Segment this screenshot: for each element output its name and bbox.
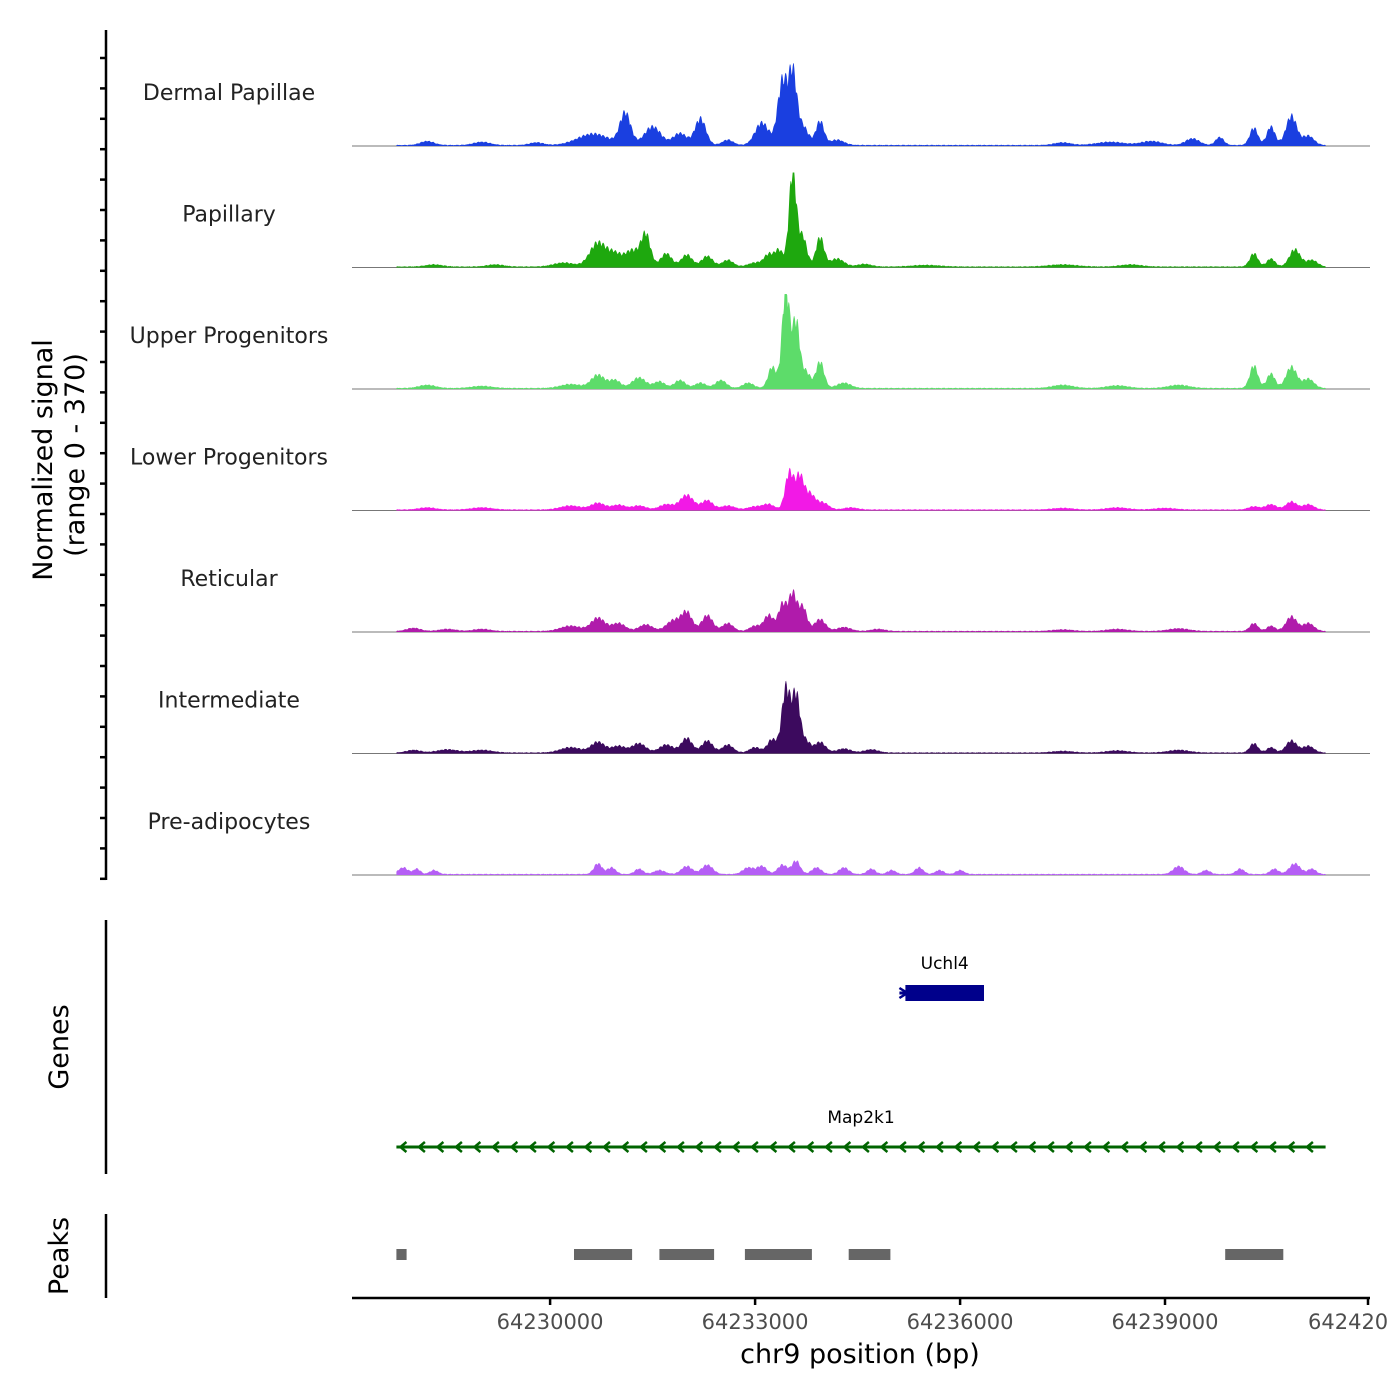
strand-arrow <box>971 1141 981 1153</box>
strand-arrow <box>805 1141 815 1153</box>
x-tick-label: 642420 <box>1308 1310 1388 1334</box>
strand-arrow <box>546 1141 556 1153</box>
strand-arrow <box>1249 1141 1259 1153</box>
signal-tracks: Dermal Papillae Papillary Upper Progenitor… <box>130 63 1370 876</box>
gene-label: Uchl4 <box>921 954 969 974</box>
track-label: Lower Progenitors <box>130 446 328 471</box>
strand-arrow <box>1304 1141 1314 1153</box>
peak-region <box>744 1249 812 1260</box>
peak-region <box>1225 1249 1284 1260</box>
signal-y-axis-sublabel: (range 0 - 370) <box>60 353 91 557</box>
gene-Uchl4: Uchl4 <box>898 954 984 1001</box>
strand-arrow <box>842 1141 852 1153</box>
track-label: Papillary <box>182 203 276 228</box>
signal-y-axis-label: Normalized signal <box>28 339 59 581</box>
track-coverage-area <box>396 467 1326 511</box>
strand-arrow <box>453 1141 463 1153</box>
strand-arrow <box>1101 1141 1111 1153</box>
track-label: Reticular <box>180 567 278 592</box>
track-label: Intermediate <box>158 689 300 714</box>
signal-y-axis-ticks <box>100 56 106 881</box>
strand-arrow <box>1008 1141 1018 1153</box>
strand-arrow <box>898 986 910 1000</box>
x-tick-label: 64230000 <box>497 1310 604 1334</box>
track-coverage-area <box>396 294 1326 389</box>
peak-region <box>574 1249 633 1260</box>
strand-arrow <box>1082 1141 1092 1153</box>
strand-arrow <box>1156 1141 1166 1153</box>
strand-arrow <box>1064 1141 1074 1153</box>
strand-arrow <box>1286 1141 1296 1153</box>
peak-regions <box>396 1249 1284 1260</box>
track-label: Upper Progenitors <box>130 324 329 349</box>
strand-arrow <box>1230 1141 1240 1153</box>
strand-arrow <box>398 1141 408 1153</box>
x-tick-label: 64233000 <box>702 1310 809 1334</box>
strand-arrow <box>620 1141 630 1153</box>
x-tick-label: 64239000 <box>1112 1310 1219 1334</box>
strand-arrow <box>416 1141 426 1153</box>
track-coverage-area <box>396 589 1326 632</box>
x-axis-ticks: 64230000 64233000 64236000 64239000 642420 <box>497 1298 1388 1334</box>
strand-arrow <box>564 1141 574 1153</box>
strand-arrow <box>786 1141 796 1153</box>
strand-arrow <box>638 1141 648 1153</box>
strand-arrow <box>1027 1141 1037 1153</box>
strand-arrow <box>860 1141 870 1153</box>
strand-arrow <box>435 1141 445 1153</box>
strand-arrow <box>675 1141 685 1153</box>
strand-arrow <box>749 1141 759 1153</box>
strand-arrow <box>583 1141 593 1153</box>
track-label: Dermal Papillae <box>143 81 315 106</box>
track-2: Upper Progenitors <box>130 294 1370 390</box>
peak-region <box>396 1249 407 1260</box>
strand-arrow <box>712 1141 722 1153</box>
strand-arrow <box>657 1141 667 1153</box>
peak-region <box>848 1249 891 1260</box>
strand-arrow <box>768 1141 778 1153</box>
strand-arrow <box>601 1141 611 1153</box>
strand-arrow <box>823 1141 833 1153</box>
track-5: Intermediate <box>158 680 1370 754</box>
peak-region <box>659 1249 715 1260</box>
strand-arrow <box>472 1141 482 1153</box>
strand-arrow <box>934 1141 944 1153</box>
strand-arrow <box>879 1141 889 1153</box>
genes-axis-label: Genes <box>44 1004 75 1089</box>
track-coverage-area <box>396 63 1326 146</box>
gene-label: Map2k1 <box>827 1108 894 1128</box>
gene-exon <box>905 985 984 1001</box>
strand-arrow <box>527 1141 537 1153</box>
strand-arrow <box>1138 1141 1148 1153</box>
gene-Map2k1: Map2k1 <box>396 1108 1326 1153</box>
gene-annotations: Uchl4 Map2k1 <box>396 954 1326 1153</box>
strand-arrow <box>490 1141 500 1153</box>
strand-arrow <box>509 1141 519 1153</box>
track-3: Lower Progenitors <box>130 446 1370 511</box>
x-tick-label: 64236000 <box>907 1310 1014 1334</box>
strand-arrow <box>731 1141 741 1153</box>
strand-arrow <box>1193 1141 1203 1153</box>
strand-arrow <box>990 1141 1000 1153</box>
strand-arrow <box>1119 1141 1129 1153</box>
strand-arrow <box>897 1141 907 1153</box>
track-coverage-area <box>396 172 1326 268</box>
peaks-axis-label: Peaks <box>44 1217 75 1295</box>
track-0: Dermal Papillae <box>143 63 1370 147</box>
strand-arrow <box>1175 1141 1185 1153</box>
track-coverage-area <box>396 860 1326 875</box>
track-6: Pre-adipocytes <box>148 810 1370 876</box>
track-label: Pre-adipocytes <box>148 810 311 835</box>
strand-arrow <box>1267 1141 1277 1153</box>
track-1: Papillary <box>182 172 1370 268</box>
strand-arrow <box>953 1141 963 1153</box>
track-4: Reticular <box>180 567 1370 633</box>
x-axis-label: chr9 position (bp) <box>740 1339 980 1370</box>
strand-arrow <box>1045 1141 1055 1153</box>
strand-arrow <box>694 1141 704 1153</box>
strand-arrow <box>916 1141 926 1153</box>
strand-arrow <box>1212 1141 1222 1153</box>
track-coverage-area <box>396 680 1326 754</box>
